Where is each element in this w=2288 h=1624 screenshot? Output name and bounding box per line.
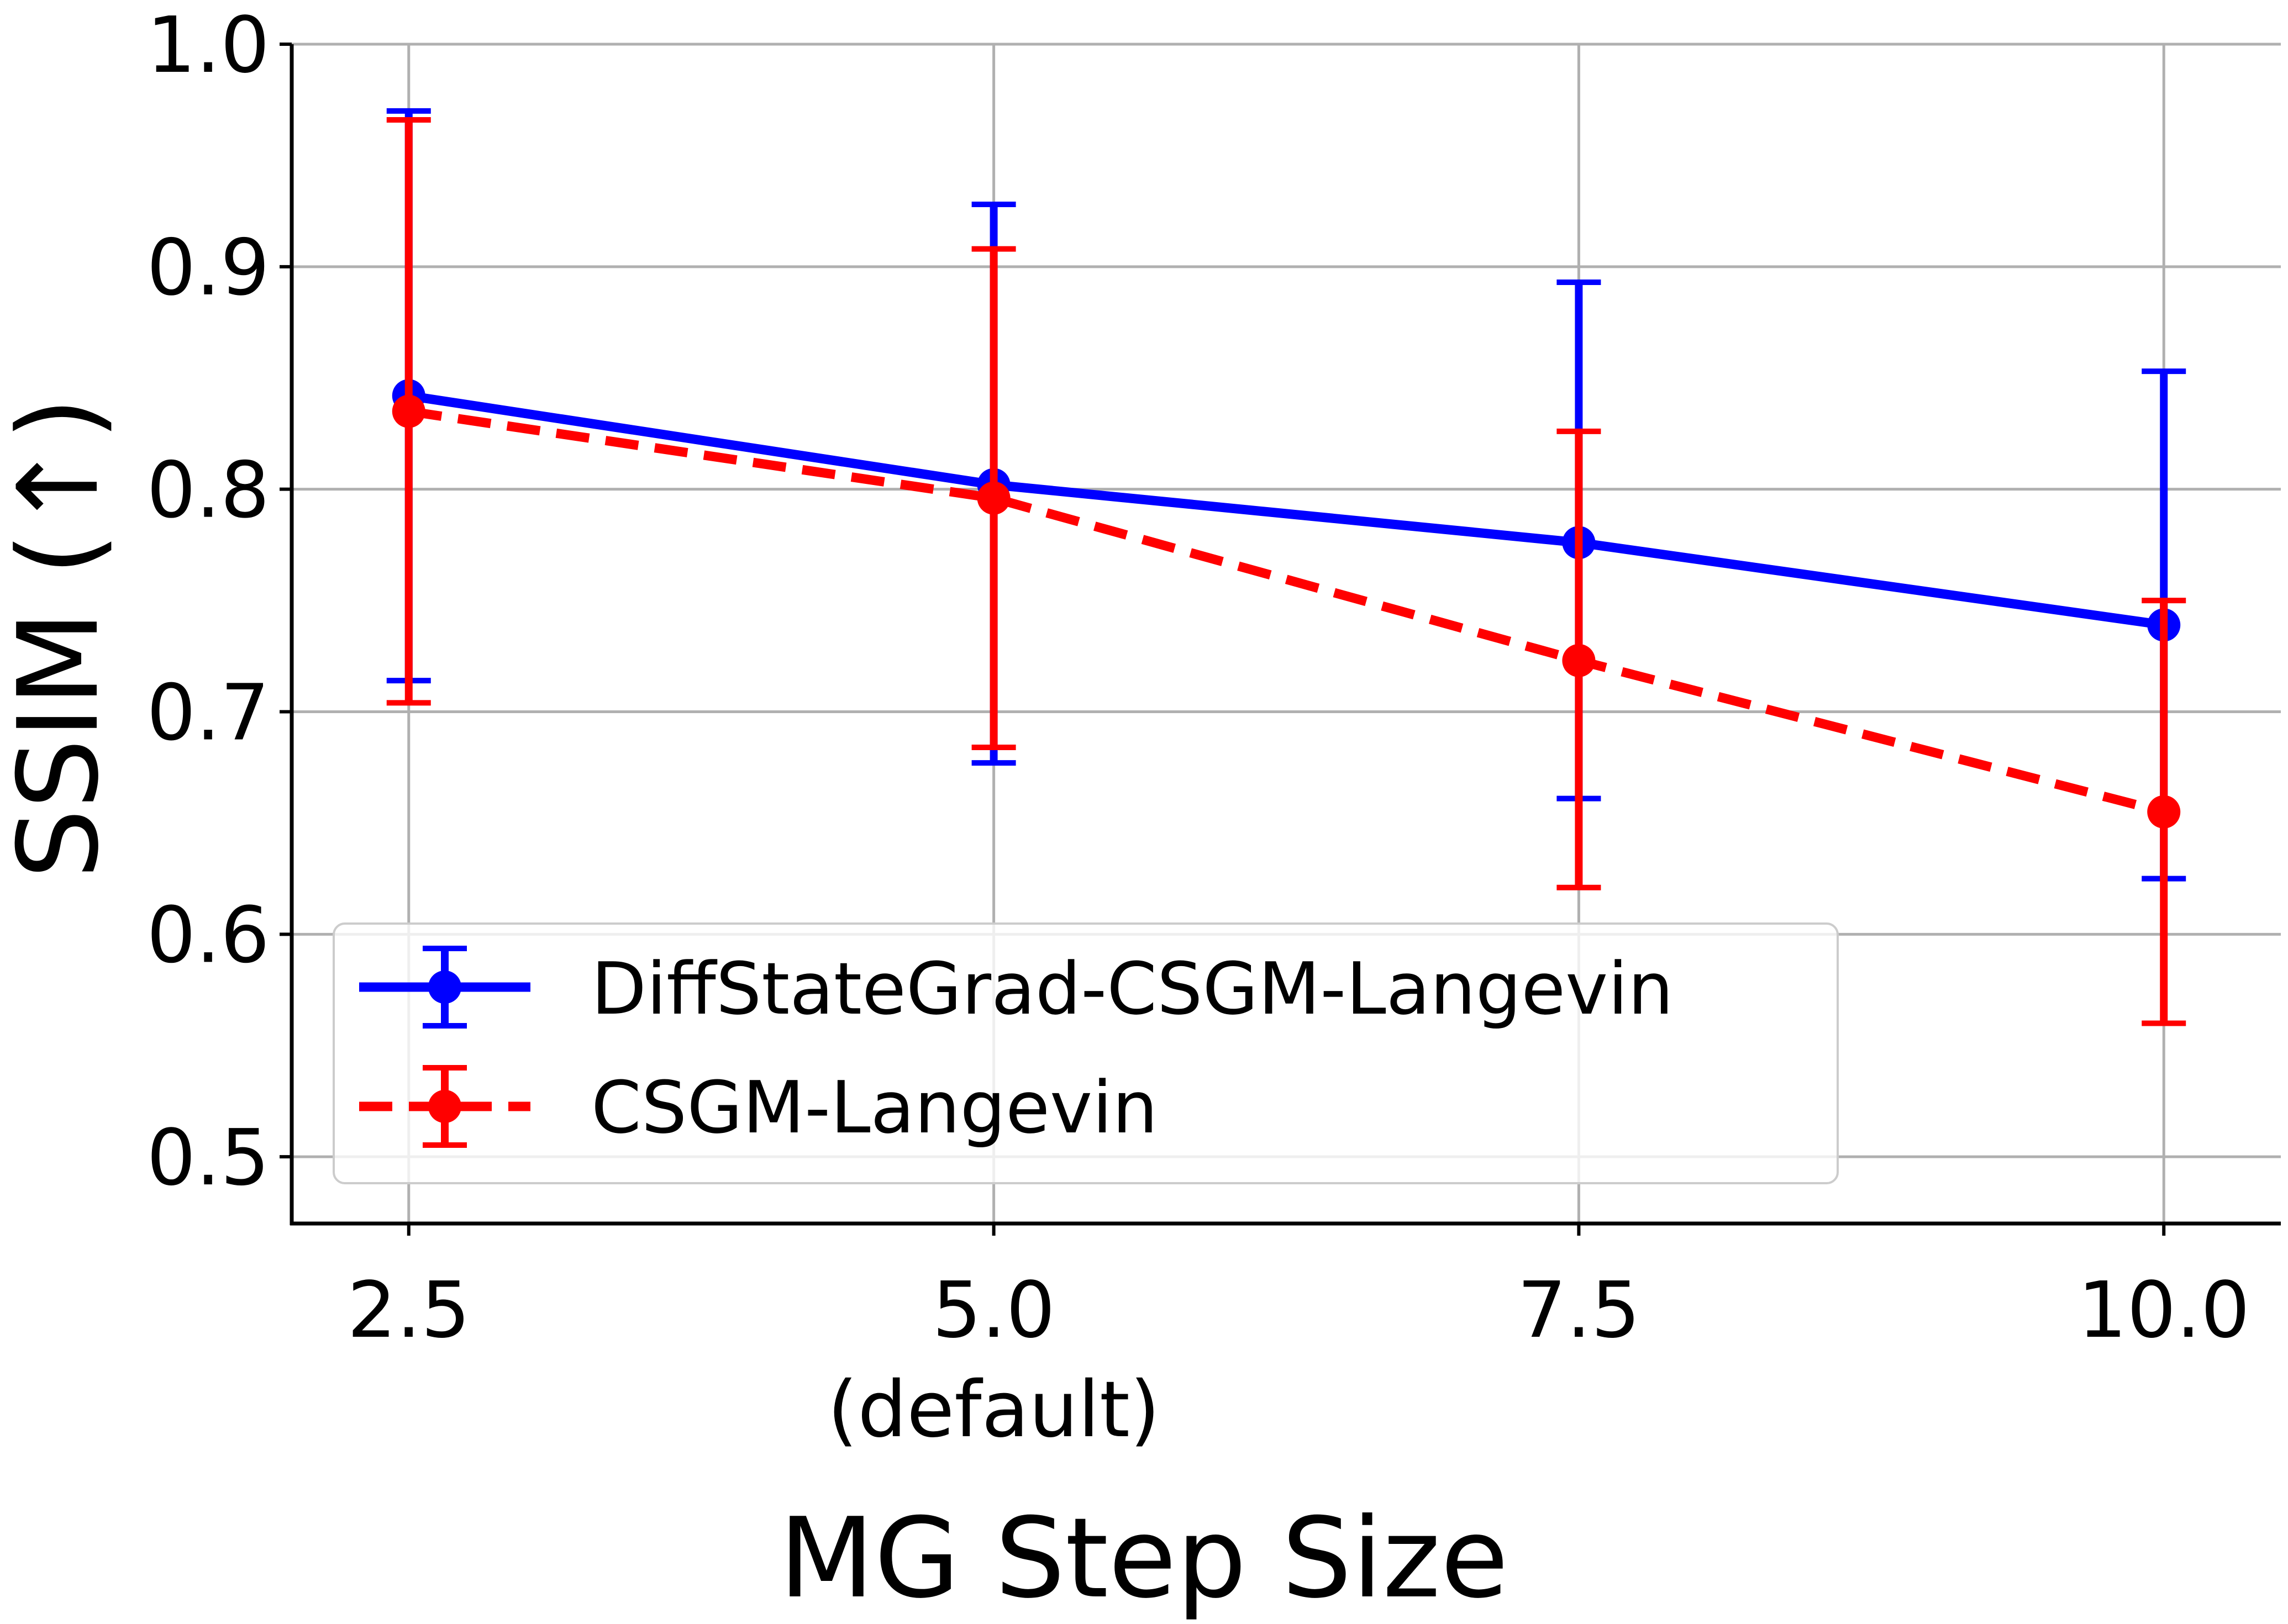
series-1 — [386, 108, 2186, 882]
x-tick-label-1: 5.0 — [932, 1266, 1055, 1356]
y-tick-label-2: 0.7 — [146, 668, 270, 758]
axes — [280, 43, 2281, 1236]
data-point-s2-0 — [392, 394, 425, 428]
y-tick-label-4: 0.9 — [146, 223, 270, 313]
y-tick-label-5: 1.0 — [146, 1, 270, 91]
data-point-s2-1 — [977, 481, 1011, 515]
legend-label-series-2: CSGM-Langevin — [591, 1066, 1158, 1150]
legend-label-series-1: DiffStateGrad-CSGM-Langevin — [591, 947, 1674, 1031]
y-tick-label-1: 0.6 — [146, 890, 270, 980]
x-axis-title: MG Step Size — [779, 1494, 1509, 1623]
series-line-1 — [408, 391, 2165, 630]
legend: DiffStateGrad-CSGM-Langevin CSGM-Langevi… — [333, 922, 1839, 1184]
data-point-s2-2 — [1562, 644, 1596, 677]
legend-dot-1 — [428, 971, 461, 1004]
y-tick-label-0: 0.5 — [146, 1113, 270, 1203]
legend-box — [333, 922, 1839, 1184]
y-tick-label-3: 0.8 — [146, 446, 270, 536]
x-tick-label-3: 10.0 — [2077, 1266, 2250, 1356]
legend-marker-series-2 — [359, 1065, 530, 1148]
x-tick-label-0: 2.5 — [347, 1266, 470, 1356]
data-point-s2-3 — [2147, 795, 2181, 829]
x-tick-label-2: 7.5 — [1517, 1266, 1640, 1356]
series-layer — [386, 108, 2186, 1026]
tick-labels: 0.5 0.6 0.7 0.8 0.9 1.0 2.5 5.0 7.5 10.0 (default) — [146, 1, 2250, 1455]
legend-dot-2 — [428, 1090, 461, 1123]
y-axis-title: SSIM (↑) — [0, 397, 123, 879]
series-line-2 — [408, 407, 2165, 816]
legend-marker-series-1 — [359, 946, 530, 1029]
x-tick-sublabel: (default) — [828, 1365, 1160, 1455]
series-2 — [386, 117, 2186, 1026]
